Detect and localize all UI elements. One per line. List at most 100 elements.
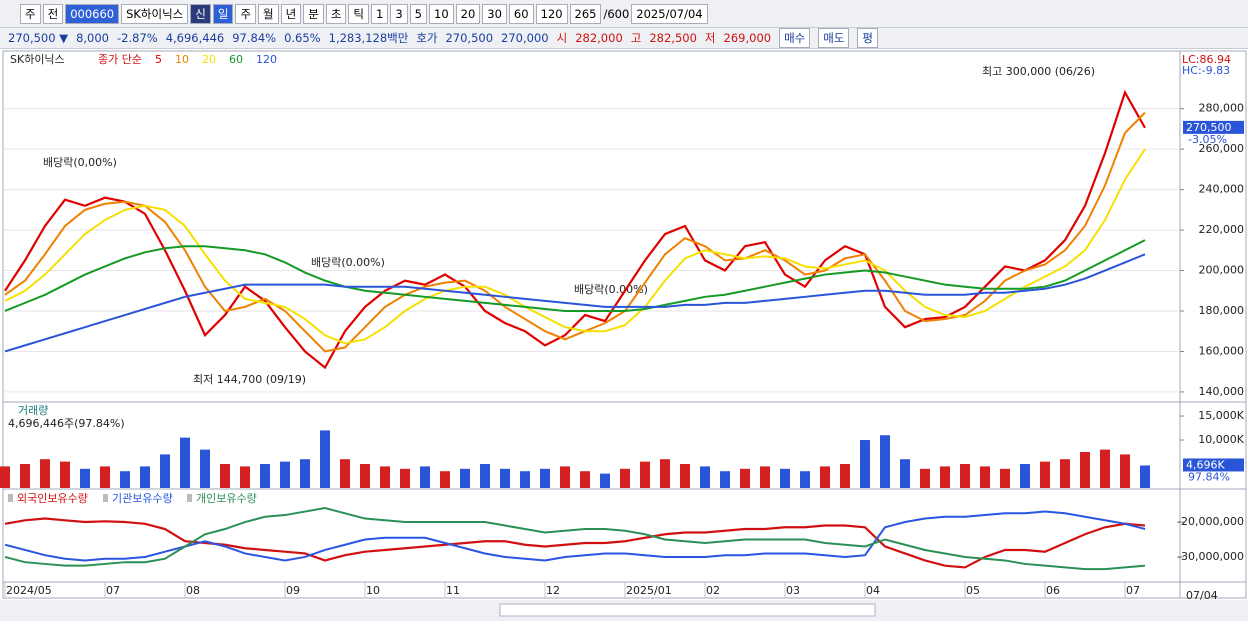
volume-bar (640, 461, 650, 488)
toolbar-button[interactable]: 60 (508, 3, 534, 24)
x-tick-label: 08 (186, 584, 200, 597)
volume-bar (760, 466, 770, 488)
toolbar-button[interactable]: 월 (258, 3, 279, 24)
volume-bar (160, 454, 170, 488)
volume-bar (280, 461, 290, 488)
toolbar-button[interactable]: 1 (371, 3, 389, 24)
volume-bar (180, 437, 190, 488)
volume-bar (960, 464, 970, 488)
count-field[interactable]: 265 (569, 3, 602, 24)
volume-bar (520, 471, 530, 488)
volume-bar (340, 459, 350, 488)
dividend-annotation: 배당락(0.00%) (311, 256, 385, 269)
volume-bar (800, 471, 810, 488)
high-annotation: 최고 300,000 (06/26) (982, 65, 1095, 78)
toolbar-button[interactable]: 10 (429, 3, 454, 24)
x-tick-label: 02 (706, 584, 720, 597)
volume-bar (700, 466, 710, 488)
legend-entry: 60 (229, 53, 243, 66)
series-line (4, 89, 1146, 370)
toolbar-button[interactable]: 년 (280, 3, 302, 24)
info-button[interactable]: 평 (857, 28, 879, 48)
series-line (4, 111, 1146, 353)
toolbar: 주 전 000660 SK하이닉스 신 일 주 월 년 분 초 틱 1 3 5 10 20 30 60 120 265/… (0, 0, 1248, 28)
info-button[interactable]: 매수 (779, 28, 811, 48)
toolbar-button[interactable]: 주 (20, 3, 41, 24)
toolbar-button[interactable]: 초 (325, 3, 347, 24)
toolbar-button[interactable]: 5 (409, 3, 427, 24)
series-line (4, 510, 1146, 562)
volume-bar (140, 466, 150, 488)
current-box (1183, 120, 1244, 134)
info-item: 270,000 (501, 31, 549, 45)
dividend-annotation: 배당락(0,00%) (43, 156, 117, 169)
volume-bar (20, 464, 30, 488)
x-tick-label: 06 (1046, 584, 1060, 597)
info-button[interactable]: 매도 (818, 28, 850, 48)
y-tick-label: 15,000K (1198, 409, 1244, 422)
current-label: 270,500 (1186, 121, 1232, 134)
toolbar-button[interactable]: 신 (190, 3, 211, 24)
toolbar-button[interactable]: 일 (212, 3, 234, 24)
volume-bar (80, 468, 90, 488)
volume-title: 거래량 (18, 404, 48, 417)
volume-bar (880, 435, 890, 488)
volume-bar (400, 468, 410, 488)
volume-bar (1060, 459, 1070, 488)
toolbar-button[interactable]: 000660 (65, 3, 120, 24)
info-item: 0.65% (284, 31, 321, 45)
legend-entry: 5 (155, 53, 162, 66)
volume-bar (420, 466, 430, 488)
x-tick-label: 04 (866, 584, 880, 597)
toolbar-button[interactable]: 30 (482, 3, 507, 24)
volume-bar (300, 459, 310, 488)
y-tick-label: 220,000 (1199, 223, 1245, 236)
legend-entry: 기관보유수량 (112, 492, 173, 505)
volume-bar (680, 464, 690, 488)
volume-bar (40, 459, 50, 488)
toolbar-button[interactable]: 주 (235, 3, 257, 24)
low-annotation: 최저 144,700 (09/19) (193, 373, 306, 386)
toolbar-button[interactable]: 틱 (348, 3, 370, 24)
toolbar-button[interactable]: 전 (42, 3, 64, 24)
toolbar-button[interactable]: 120 (535, 3, 568, 24)
x-tick-label: 07 (1126, 584, 1140, 597)
y-tick-label: -20,000,000 (1177, 515, 1244, 528)
x-tick-label: 10 (366, 584, 380, 597)
x-tick-label: 2025/01 (626, 584, 672, 597)
current-box (1183, 458, 1244, 472)
toolbar-button[interactable]: SK하이닉스 (121, 3, 189, 24)
series-line (4, 507, 1146, 571)
volume-bar (220, 464, 230, 488)
legend-entry: 10 (175, 53, 189, 66)
volume-bar (1140, 465, 1150, 488)
current-label: 4,696K (1186, 458, 1225, 471)
volume-bar (540, 468, 550, 488)
x-tick-label: 11 (446, 584, 460, 597)
y-tick-label: 10,000K (1198, 433, 1244, 446)
date-field[interactable]: 2025/07/04 (631, 3, 708, 24)
info-item: -2.87% (117, 31, 158, 45)
volume-bar (440, 471, 450, 488)
y-tick-label: 240,000 (1199, 183, 1245, 196)
end-date: 07/04 (1186, 589, 1218, 602)
y-tick-label: 260,000 (1199, 142, 1245, 155)
volume-bar (1040, 461, 1050, 488)
current-sub: 97.84% (1188, 470, 1230, 483)
info-item: 282,000 (575, 31, 623, 45)
volume-bar (120, 471, 130, 488)
volume-bar (780, 468, 790, 488)
info-bar: 270,500 ▼ 8,000 -2.87% 4,696,446 97.84% 0.65%… (0, 28, 1248, 49)
volume-bar (980, 466, 990, 488)
volume-bar (660, 459, 670, 488)
volume-bar (100, 466, 110, 488)
toolbar-button[interactable]: 3 (390, 3, 408, 24)
info-item: 269,000 (723, 31, 772, 45)
volume-bar (200, 449, 210, 488)
scroll-track[interactable] (499, 603, 876, 617)
volume-subtitle: 4,696,446주(97.84%) (8, 417, 125, 430)
toolbar-button[interactable]: 20 (455, 3, 481, 24)
toolbar-button[interactable]: 분 (303, 3, 324, 24)
axis-frame (1179, 50, 1247, 599)
info-item: 저 (704, 31, 716, 45)
